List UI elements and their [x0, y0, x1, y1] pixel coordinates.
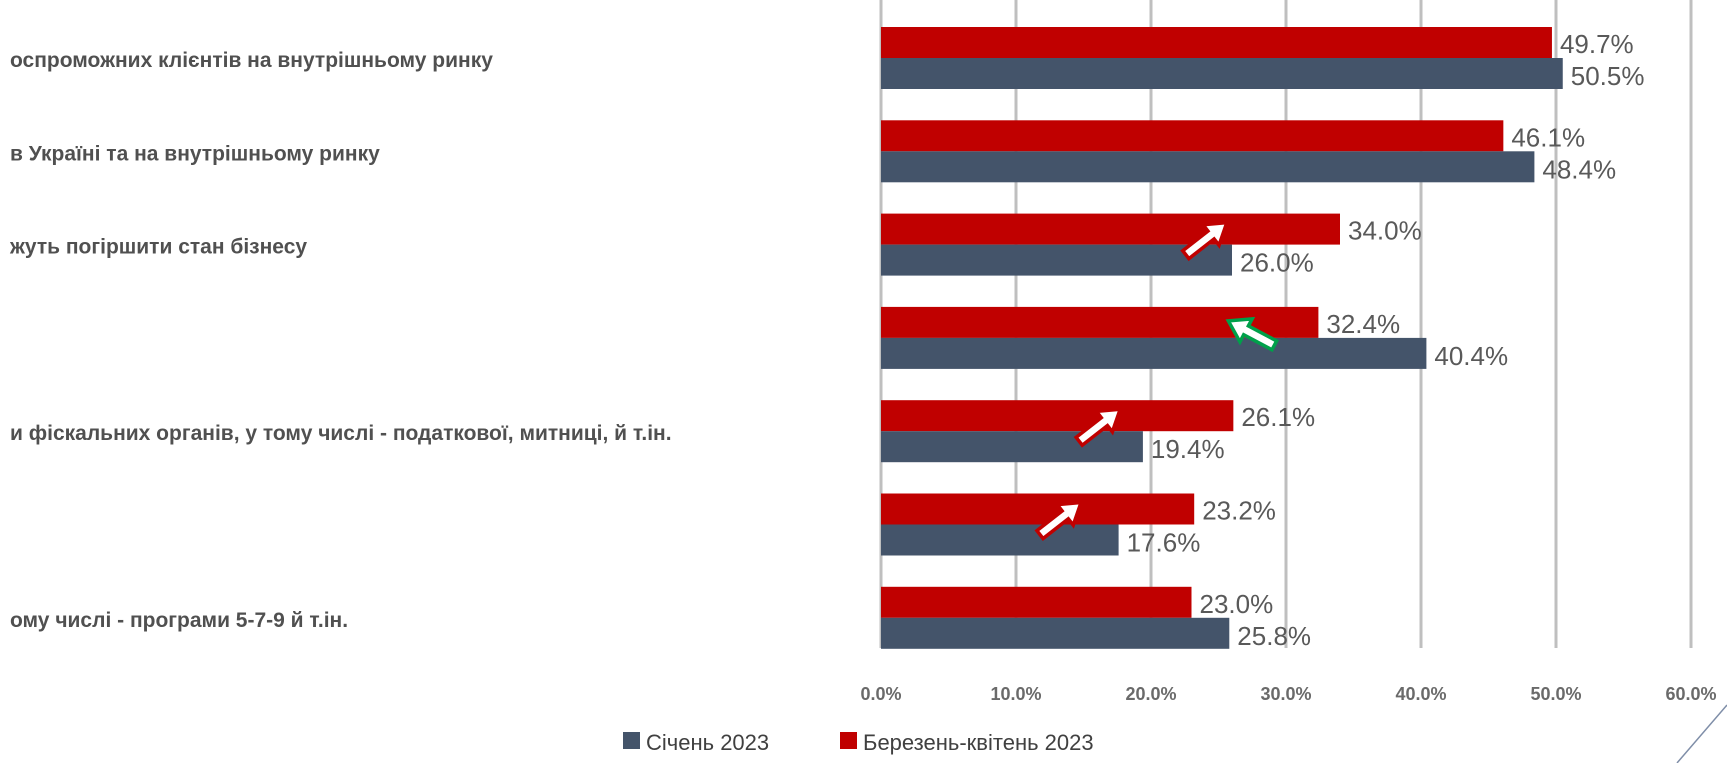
bar-series-1 — [881, 244, 1232, 276]
increase-arrow-icon — [1073, 407, 1123, 448]
data-label-series-2: 26.1% — [1241, 402, 1315, 432]
x-tick-label: 40.0% — [1395, 684, 1446, 704]
data-label-series-2: 49.7% — [1560, 29, 1634, 59]
legend-swatch-series-1 — [623, 732, 640, 749]
category-label: и фіскальних органів, у тому числі - под… — [10, 422, 672, 445]
bar-series-1 — [881, 524, 1119, 556]
data-label-series-2: 32.4% — [1326, 309, 1400, 339]
category-label: оспроможних клієнтів на внутрішньому рин… — [10, 49, 493, 72]
category-label: в Україні та на внутрішньому ринку — [10, 142, 380, 165]
x-tick-label: 10.0% — [990, 684, 1041, 704]
category-label: жуть погіршити стан бізнесу — [9, 236, 307, 259]
bar-series-2 — [881, 586, 1192, 618]
data-label-series-2: 23.2% — [1202, 496, 1276, 526]
bar-series-1 — [881, 58, 1563, 89]
bar-series-1 — [881, 151, 1535, 183]
legend-label-series-2: Березень-квітень 2023 — [863, 730, 1094, 755]
legend-label-series-1: Січень 2023 — [646, 730, 769, 755]
increase-arrow-icon — [1180, 220, 1230, 262]
data-label-series-2: 34.0% — [1348, 216, 1422, 246]
data-label-series-1: 19.4% — [1151, 434, 1225, 464]
data-label-series-2: 23.0% — [1200, 589, 1274, 619]
legend-swatch-series-2 — [840, 732, 857, 749]
bar-series-2 — [881, 27, 1552, 58]
bar-series-2 — [881, 400, 1234, 432]
bar-series-2 — [881, 493, 1195, 525]
bar-series-1 — [881, 431, 1143, 463]
bar-series-2 — [881, 213, 1340, 245]
x-tick-label: 0.0% — [860, 684, 901, 704]
data-label-series-2: 46.1% — [1511, 122, 1585, 152]
bar-series-2 — [881, 120, 1504, 152]
x-tick-label: 20.0% — [1125, 684, 1176, 704]
increase-arrow-icon — [1034, 500, 1084, 541]
data-label-series-1: 50.5% — [1571, 61, 1645, 91]
x-tick-label: 50.0% — [1530, 684, 1581, 704]
data-label-series-1: 48.4% — [1542, 154, 1616, 184]
data-label-series-1: 17.6% — [1127, 528, 1201, 558]
x-tick-label: 60.0% — [1665, 684, 1716, 704]
decrease-arrow-icon — [1225, 316, 1280, 353]
bar-series-1 — [881, 337, 1427, 369]
x-tick-label: 30.0% — [1260, 684, 1311, 704]
corner-decoration — [1676, 704, 1727, 763]
data-label-series-1: 26.0% — [1240, 248, 1314, 278]
category-label: ому числі - програми 5-7-9 й т.ін. — [10, 609, 348, 632]
data-label-series-1: 40.4% — [1434, 341, 1508, 371]
data-label-series-1: 25.8% — [1237, 621, 1311, 651]
bar-series-1 — [881, 617, 1230, 649]
